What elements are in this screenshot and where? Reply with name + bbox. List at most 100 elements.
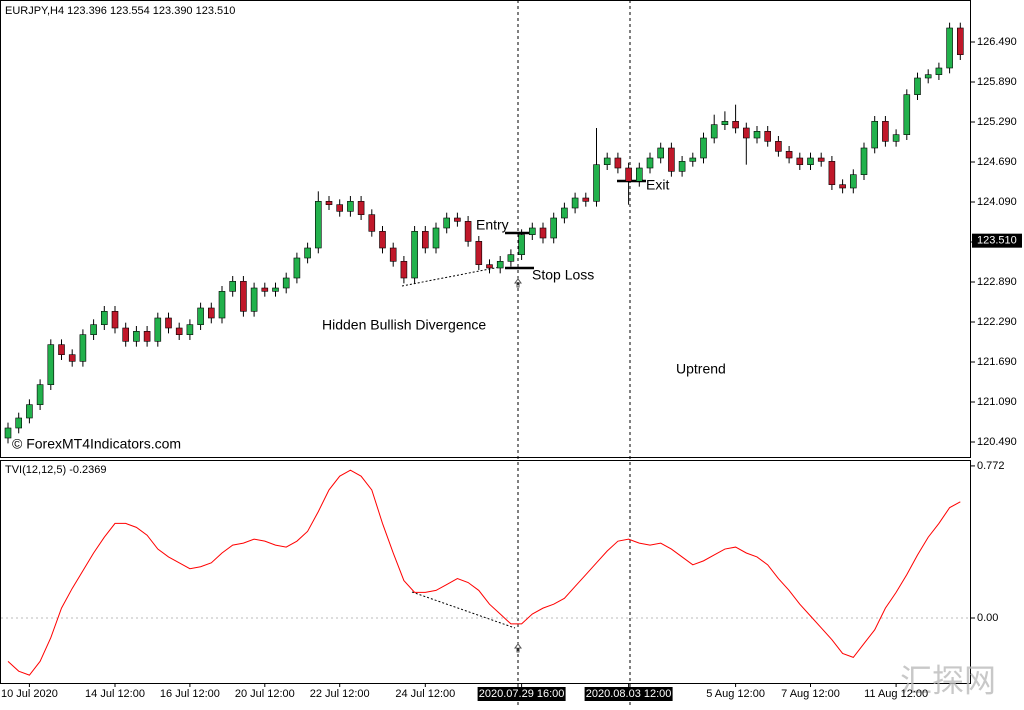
- candle-body: [411, 231, 418, 279]
- candle-body: [357, 201, 365, 215]
- y-tick-label: 122.290: [977, 316, 1017, 328]
- candle-body: [807, 157, 814, 165]
- main-panel: [0, 0, 971, 458]
- candle-body: [668, 147, 675, 172]
- candle-body: [892, 134, 900, 142]
- candle-body: [208, 307, 215, 319]
- candle-body: [785, 151, 793, 159]
- candle-body: [90, 324, 97, 335]
- candle-body: [956, 27, 964, 55]
- arrow-icon: [514, 643, 522, 653]
- candle-body: [935, 67, 943, 75]
- candle-body: [36, 384, 44, 405]
- candle-body: [443, 217, 451, 229]
- crosshair-label-bg: [584, 687, 673, 701]
- y-tick-label: 125.890: [977, 76, 1017, 88]
- candle-body: [646, 157, 654, 169]
- candle-body: [860, 147, 868, 175]
- candle-body: [421, 231, 429, 249]
- y-tick-label: 0.00: [977, 612, 998, 624]
- candle-body: [154, 317, 162, 342]
- candle-body: [882, 121, 889, 142]
- candle-body: [4, 427, 12, 439]
- y-tick-label: 124.690: [977, 156, 1017, 168]
- candle-body: [432, 227, 440, 249]
- y-tick-label: 0.772: [977, 460, 1005, 472]
- x-tick-label: 7 Aug 12:00: [781, 688, 840, 700]
- candle-body: [518, 234, 525, 255]
- candle-body: [635, 167, 643, 182]
- candle-body: [539, 227, 547, 239]
- candle-body: [775, 141, 782, 152]
- candle-body: [218, 291, 226, 319]
- indicator-header: TVI(12,12,5) -0.2369: [5, 464, 107, 476]
- candle-body: [197, 307, 204, 325]
- candle-body: [507, 254, 515, 262]
- candle-body: [26, 404, 33, 419]
- candle-body: [229, 281, 236, 292]
- y-tick-label: 121.090: [977, 396, 1017, 408]
- divergence-label: Hidden Bullish Divergence: [322, 317, 486, 333]
- candle-body: [454, 217, 461, 222]
- indicator-panel: [0, 460, 971, 684]
- price-marker: [972, 233, 1022, 248]
- x-tick-label: 14 Jul 12:00: [85, 688, 145, 700]
- candle-body: [849, 174, 857, 189]
- candle-body: [817, 157, 825, 162]
- entry-label: Entry: [476, 217, 509, 233]
- candle-body: [561, 207, 568, 219]
- candle-body: [582, 197, 590, 202]
- candle-body: [571, 197, 579, 209]
- candle-body: [700, 137, 707, 159]
- candle-body: [304, 247, 311, 259]
- y-tick-label: 121.690: [977, 356, 1017, 368]
- candle-body: [186, 324, 194, 335]
- divergence-line: [411, 591, 516, 629]
- x-tick-label: 2020.07.29 16:00: [479, 688, 565, 700]
- candle-body: [58, 344, 65, 355]
- price-marker-label: 123.510: [977, 235, 1017, 247]
- candle-body: [550, 217, 558, 239]
- x-tick-label: 22 Jul 12:00: [310, 688, 370, 700]
- divergence-line: [401, 266, 501, 287]
- x-tick-label: 11 Aug 12:00: [864, 688, 928, 700]
- y-tick-label: 126.490: [977, 36, 1017, 48]
- candle-body: [914, 77, 921, 95]
- candle-body: [721, 121, 729, 125]
- trend-label: Uptrend: [676, 361, 726, 377]
- candle-body: [689, 157, 697, 162]
- candle-body: [133, 331, 140, 342]
- candle-body: [903, 94, 911, 135]
- candle-body: [732, 121, 739, 129]
- candle-body: [614, 157, 622, 169]
- candle-body: [796, 157, 804, 165]
- y-tick-label: 122.890: [977, 276, 1017, 288]
- candle-body: [475, 241, 483, 265]
- candle-body: [464, 221, 472, 242]
- candle-body: [496, 261, 504, 269]
- candle-body: [101, 311, 108, 325]
- candle-body: [347, 201, 354, 212]
- header: EURJPY,H4 123.396 123.554 123.390 123.51…: [5, 5, 235, 17]
- candle-body: [282, 277, 290, 289]
- candle-body: [400, 261, 408, 279]
- candle-body: [379, 231, 386, 249]
- y-tick-label: 125.290: [977, 116, 1017, 128]
- candle-body: [165, 317, 172, 329]
- candle-body: [336, 204, 344, 212]
- candle-body: [839, 184, 846, 189]
- x-tick-label: 2020.08.03 12:00: [586, 688, 672, 700]
- candle-body: [325, 201, 333, 205]
- crosshair-label-bg: [477, 687, 566, 701]
- candle-body: [871, 121, 879, 149]
- candle-body: [528, 227, 536, 235]
- stop-loss-label: Stop Loss: [532, 267, 594, 283]
- candle-body: [68, 354, 76, 362]
- candle-body: [678, 161, 686, 172]
- y-tick-label: 124.090: [977, 196, 1017, 208]
- candle-body: [250, 287, 258, 312]
- candle-body: [625, 167, 632, 182]
- candle-body: [828, 161, 836, 185]
- x-tick-label: 5 Aug 12:00: [706, 688, 765, 700]
